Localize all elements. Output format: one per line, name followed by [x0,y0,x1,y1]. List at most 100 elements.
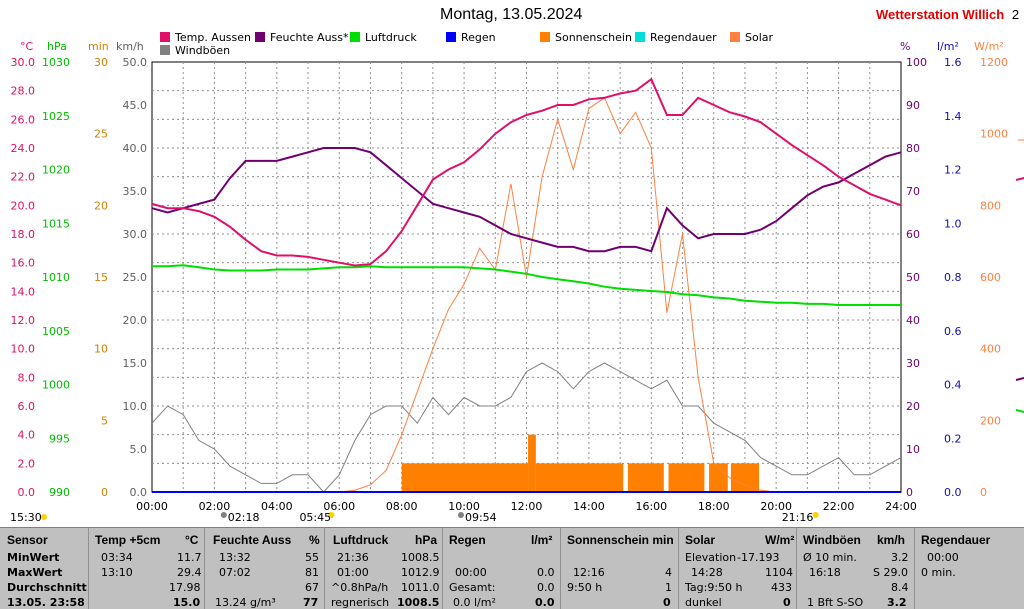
luftdruck-min-value: 1008.5 [401,551,440,564]
sonnenschein-max-time: 12:16 [573,566,605,579]
axis-tick-hpa: 990 [49,486,70,499]
legend-label: Windböen [175,44,230,57]
x-tick-label: 06:00 [323,500,355,513]
axis-tick-temp: 24.0 [11,142,36,155]
legend-label: Sonnenschein [555,31,632,44]
regen-current-value: 0.0 [535,596,555,609]
sunshine-bar [730,463,760,492]
legend-label: Temp. Aussen [174,31,251,44]
legend-label: Feuchte Auss* [270,31,349,44]
axis-tick-kmh: 15.0 [123,357,148,370]
x-tick-label: 18:00 [698,500,730,513]
regen-max-value: 0.0 [537,566,555,579]
windboeen-current-value: 3.2 [887,596,907,609]
solar-max-value: 1104 [765,566,793,579]
station-name-suffix: 2 [1011,7,1020,22]
axis-tick-pct: 20 [906,400,920,413]
axis-tick-kmh: 0.0 [130,486,148,499]
luftdruck-unit: hPa [415,533,438,547]
windboeen-max-value: S 29.0 [873,566,908,579]
axis-tick-hpa: 1030 [42,56,70,69]
col-feuchte: Feuchte Auss % 13:32 55 07:02 81 67 13.2… [204,528,325,609]
axis-tick-temp: 26.0 [11,113,36,126]
sunrise-icon [328,512,335,518]
sunshine-bar [535,463,624,492]
axis-tick-lm2: 0.0 [944,486,962,499]
legend-swatch [635,32,645,42]
feuchte-unit: % [309,533,320,547]
solar-elevation-value: -17.193 [737,551,780,564]
col-regen: Regen l/m² 00:00 0.0 Gesamt: 0.0 0.0 l/m… [442,528,561,609]
legend-swatch [160,32,170,42]
solar-elevation-label: Elevation [685,551,737,564]
x-tick-label: 04:00 [261,500,293,513]
temp-max-value: 29.4 [177,566,202,579]
axis-tick-min: 5 [101,414,108,427]
regen-sum: 0.0 l/m² [453,596,496,609]
temp-unit: °C [185,533,199,547]
feuchte-avg-value: 67 [305,581,319,594]
temp-current-value: 15.0 [173,596,201,609]
series-line-feuchte-auss [151,147,902,253]
sun-icon [41,514,47,520]
x-tick-label: 08:00 [386,500,418,513]
sunrise-time: 05:45 [299,511,331,524]
axis-tick-kmh: 10.0 [123,400,148,413]
temp-min-value: 11.7 [177,551,202,564]
current-time-label: 13.05. 23:58 [7,596,85,609]
feuchte-max-time: 07:02 [219,566,251,579]
axis-tick-kmh: 5.0 [130,443,148,456]
series-line-luftdruck [152,264,901,306]
chart-marks [151,77,1024,493]
solar-header: Solar [685,533,716,547]
windboeen-bft: 1 Bft S-SO [807,596,864,609]
sonnenschein-max-value: 4 [665,566,672,579]
date-title: Montag, 13.05.2024 [440,6,583,23]
x-tick-label: 20:00 [760,500,792,513]
luftdruck-forecast: regnerisch [331,596,390,609]
x-tick-label: 24:00 [885,500,917,513]
axis-tick-kmh: 50.0 [123,56,148,69]
windboeen-unit: km/h [877,533,906,547]
axis-tick-kmh: 45.0 [123,99,148,112]
axis-tick-min: 25 [94,128,108,141]
axis-tick-temp: 22.0 [11,171,36,184]
moonrise-time: 09:54 [465,511,497,524]
legend-swatch [540,32,550,42]
sonnenschein-duration: 9:50 h [567,581,603,594]
axis-tick-pct: 80 [906,142,920,155]
axis-tick-temp: 20.0 [11,199,36,212]
legend-swatch [350,32,360,42]
station-name-text: Wetterstation Willich [876,7,1005,22]
grid [151,61,902,493]
luftdruck-trend: ^0.8hPa/h [331,581,389,594]
x-tick-label: 02:00 [199,500,231,513]
axis-tick-temp: 2.0 [18,457,36,470]
axis-tick-temp: 8.0 [18,371,36,384]
feuchte-min-time: 13:32 [219,551,251,564]
legend-label: Luftdruck [365,31,417,44]
axis-unit-pct: % [900,40,910,53]
axis-tick-lm2: 0.4 [944,379,962,392]
sonnenschein-header: Sonnenschein min [567,533,674,547]
temp-avg-value: 17.98 [169,581,201,594]
col-sonnenschein: Sonnenschein min 12:16 4 9:50 h 1 0 [560,528,679,609]
axis-tick-hpa: 1000 [42,379,70,392]
solar-max-time: 14:28 [691,566,723,579]
col-sensor: Sensor MinWert MaxWert Durchschnitt 13.0… [0,528,88,609]
axis-tick-kmh: 40.0 [123,142,148,155]
axis-tick-min: 20 [94,199,108,212]
axis-tick-temp: 6.0 [18,400,36,413]
feuchte-header: Feuchte Auss [213,533,292,547]
solar-current-value: 0 [783,596,791,609]
station-name: Wetterstation Willich 2 [876,7,1019,22]
axis-tick-pct: 30 [906,357,920,370]
sunset-icon [812,512,819,518]
x-tick-label: 12:00 [511,500,543,513]
axis-tick-lm2: 1.2 [944,164,962,177]
axis-tick-lm2: 0.2 [944,432,962,445]
col-luftdruck: Luftdruck hPa 21:36 1008.5 01:00 1012.9 … [324,528,443,609]
regen-total-label: Gesamt: [449,581,496,594]
windboeen-max-time: 16:18 [809,566,841,579]
sunshine-bar [528,434,536,492]
